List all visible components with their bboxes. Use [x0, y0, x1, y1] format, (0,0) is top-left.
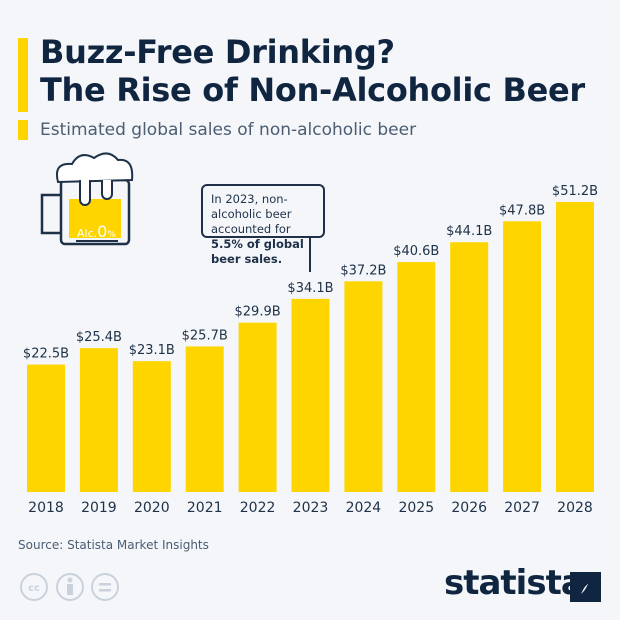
bar-2018: [27, 364, 65, 492]
x-tick-label: 2028: [557, 500, 593, 516]
data-label: $29.9B: [235, 305, 281, 320]
x-tick-label: 2021: [187, 500, 223, 516]
bar-2027: [503, 221, 542, 492]
chart-title: Buzz-Free Drinking? The Rise of Non-Alco…: [40, 33, 585, 109]
data-label: $22.5B: [23, 347, 69, 362]
data-label: $23.1B: [129, 343, 175, 358]
source-note: Source: Statista Market Insights: [18, 538, 209, 552]
bar-2022: [238, 322, 277, 492]
data-label: $34.1B: [287, 281, 333, 296]
x-tick-label: 2026: [451, 500, 487, 516]
bar-2028: [556, 202, 594, 492]
x-tick-label: 2018: [28, 500, 64, 516]
x-tick-label: 2019: [81, 500, 117, 516]
x-tick-label: 2024: [346, 500, 382, 516]
data-label: $37.2B: [340, 263, 386, 278]
data-label: $25.7B: [182, 328, 228, 343]
chart-subtitle: Estimated global sales of non-alcoholic …: [40, 120, 417, 140]
bar-2025: [397, 262, 436, 492]
bar-2026: [450, 242, 489, 492]
title-line-1: Buzz-Free Drinking?: [40, 33, 395, 71]
x-tick-label: 2025: [398, 500, 434, 516]
callout-box: In 2023, non-alcoholic beer accounted fo…: [201, 184, 325, 266]
x-tick-label: 2022: [240, 500, 276, 516]
data-label: $40.6B: [393, 244, 439, 259]
title-line-2: The Rise of Non-Alcoholic Beer: [40, 71, 585, 109]
data-label: $51.2B: [552, 184, 598, 199]
subtitle-accent-bar: [18, 120, 28, 140]
bar-2020: [132, 361, 171, 492]
statista-wordmark: statista: [444, 563, 584, 603]
bar-2024: [344, 281, 383, 492]
data-label: $47.8B: [499, 203, 545, 218]
data-label: $25.4B: [76, 330, 122, 345]
bar-2023: [291, 298, 330, 492]
callout-highlight: 5.5% of global beer sales.: [211, 237, 304, 266]
x-tick-label: 2020: [134, 500, 170, 516]
title-accent-bar: [18, 38, 28, 112]
data-label: $44.1B: [446, 224, 492, 239]
x-tick-label: 2027: [504, 500, 540, 516]
bar-2021: [185, 346, 224, 492]
callout-text: In 2023, non-alcoholic beer accounted fo…: [211, 192, 292, 236]
bar-2019: [79, 348, 118, 492]
x-tick-label: 2023: [293, 500, 329, 516]
